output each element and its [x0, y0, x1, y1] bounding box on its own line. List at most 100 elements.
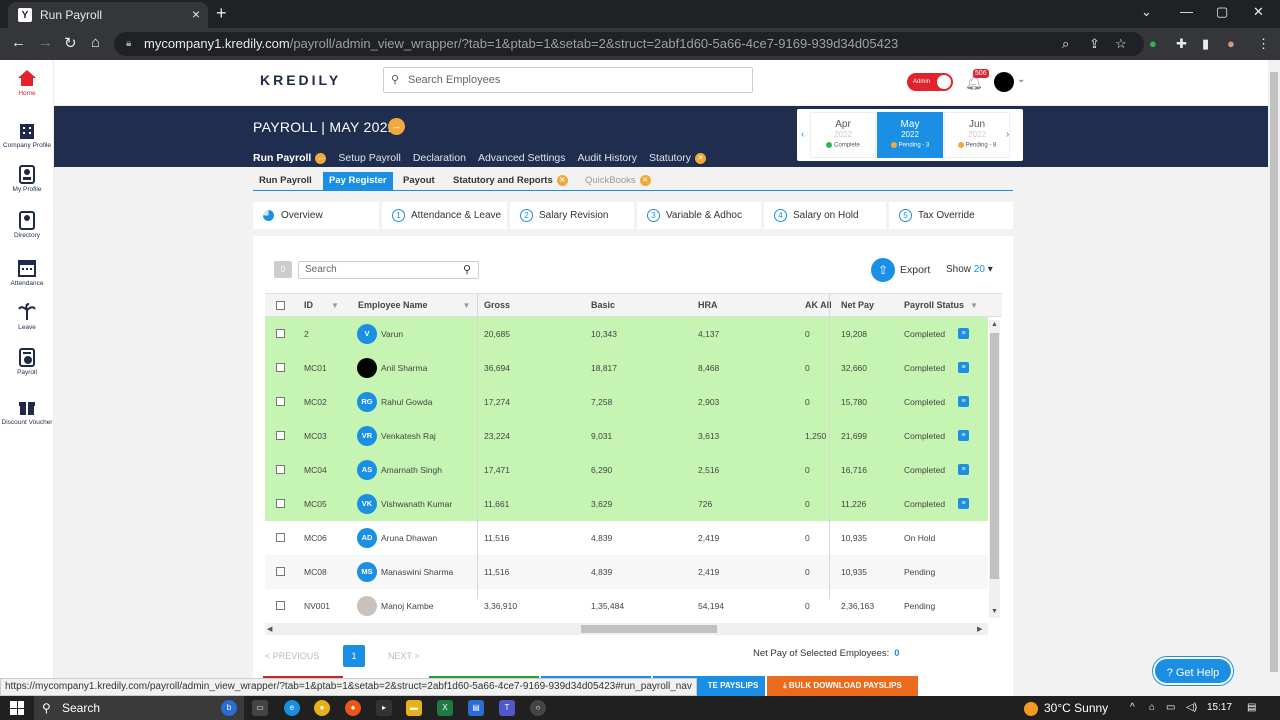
cell-name[interactable]: Amarnath Singh [381, 465, 442, 475]
task-view-icon[interactable]: ▭ [252, 700, 268, 716]
row-checkbox[interactable] [276, 431, 285, 440]
step-salary-on-hold[interactable]: 4 Salary on Hold [764, 202, 886, 229]
export-icon[interactable]: ⇧ [871, 258, 895, 282]
page-size-select[interactable]: Show 20 ▾ [946, 264, 993, 275]
forward-icon[interactable]: → [38, 34, 53, 51]
col-employee-name[interactable]: Employee Name ▼ [358, 294, 470, 318]
table-row[interactable]: NV001 Manoj Kambe 3,36,910 1,35,484 54,1… [265, 589, 988, 623]
close-tab-icon[interactable]: × [191, 6, 200, 22]
browser-tab[interactable]: Y Run Payroll × [8, 2, 208, 28]
file-explorer-icon[interactable]: ▬ [406, 700, 422, 716]
kredily-logo[interactable]: KREDILY [260, 72, 342, 88]
profile-avatar-icon[interactable]: ● [1227, 36, 1235, 51]
payslip-icon[interactable]: ≡ [958, 464, 969, 475]
col-payroll-status[interactable]: Payroll Status ▼ [904, 294, 978, 318]
month-prev-icon[interactable]: ‹ [801, 129, 805, 140]
windows-start-icon[interactable] [10, 701, 24, 715]
page-1-button[interactable]: 1 [343, 645, 365, 667]
col-hra[interactable]: HRA [698, 300, 718, 310]
bell-icon[interactable]: 🔔︎ [965, 74, 983, 90]
network-icon[interactable]: ⌂ [1149, 702, 1156, 713]
maximize-icon[interactable]: ▢ [1216, 4, 1229, 19]
notifications-icon[interactable]: ▤ [1247, 702, 1257, 713]
menu-icon[interactable]: ⋮ [1257, 36, 1270, 51]
cell-name[interactable]: Vishwanath Kumar [381, 499, 453, 509]
sidebar-item-company-profile[interactable]: Company Profile [0, 120, 54, 149]
scroll-down-icon[interactable]: ▼ [991, 608, 998, 615]
row-checkbox[interactable] [276, 465, 285, 474]
table-row[interactable]: MC03 VR Venkatesh Raj 23,224 9,031 3,613… [265, 419, 988, 453]
url-field[interactable]: 🔒︎ mycompany1.kredily.com/payroll/admin_… [114, 32, 1144, 56]
payslip-icon[interactable]: ≡ [958, 498, 969, 509]
volume-icon[interactable]: ◁) [1186, 702, 1198, 713]
sidebar-item-my-profile[interactable]: My Profile [0, 164, 54, 193]
step-attendance-leave[interactable]: 1 Attendance & Leave [382, 202, 507, 229]
sidebar-item-home[interactable]: Home [0, 68, 54, 97]
firefox-icon[interactable]: ● [345, 700, 361, 716]
table-row[interactable]: 2 V Varun 20,685 10,343 4,137 0 19,208 C… [265, 317, 988, 351]
col-ak-allowance[interactable]: AK Allo [805, 300, 831, 310]
sidepanel-icon[interactable]: ▮ [1202, 36, 1210, 51]
search-icon[interactable]: ⚲ [462, 264, 471, 276]
share-icon[interactable]: ⇪ [1089, 36, 1100, 51]
bulk-download-payslips-button[interactable]: ⤓ BULK DOWNLOAD PAYSLIPS [767, 676, 918, 696]
row-checkbox[interactable] [276, 329, 285, 338]
scroll-right-icon[interactable]: ▶ [977, 626, 983, 633]
puzzle-icon[interactable]: ✚ [1176, 36, 1187, 51]
tab-setup-payroll[interactable]: Setup Payroll [338, 152, 401, 164]
sidebar-item-payroll[interactable]: Payroll [0, 347, 54, 376]
cell-name[interactable]: Anil Sharma [381, 363, 428, 373]
table-row[interactable]: MC04 AS Amarnath Singh 17,471 6,290 2,51… [265, 453, 988, 487]
table-row[interactable]: MC06 AD Aruna Dhawan 11,516 4,839 2,419 … [265, 521, 988, 555]
scroll-thumb[interactable] [581, 625, 717, 633]
payslip-icon[interactable]: ≡ [958, 430, 969, 441]
media-icon[interactable]: ▸ [376, 700, 392, 716]
scroll-thumb[interactable] [1270, 72, 1278, 672]
step-salary-revision[interactable]: 2 Salary Revision [510, 202, 634, 229]
row-checkbox[interactable] [276, 567, 285, 576]
chevron-down-icon[interactable]: ⌄ [1017, 74, 1026, 85]
tray-chevron-icon[interactable]: ^ [1130, 702, 1135, 713]
new-tab-icon[interactable]: + [216, 3, 227, 23]
step-tax-override[interactable]: 5 Tax Override [889, 202, 1013, 229]
page-scrollbar[interactable] [1268, 60, 1280, 696]
home-browser-icon[interactable]: ⌂ [91, 34, 101, 51]
table-row[interactable]: MC01 Anil Sharma 36,694 18,817 8,468 0 3… [265, 351, 988, 385]
table-horizontal-scrollbar[interactable]: ◀ ▶ [265, 623, 988, 635]
col-id[interactable]: ID ▼ [304, 294, 339, 318]
next-page-button[interactable]: NEXT > [388, 651, 420, 661]
row-checkbox[interactable] [276, 363, 285, 372]
tab-audit-history[interactable]: Audit History [577, 152, 638, 164]
chrome-icon[interactable]: ● [314, 700, 330, 716]
table-row[interactable]: MC02 RG Rahul Gowda 17,274 7,258 2,903 0… [265, 385, 988, 419]
app-icon[interactable]: ○ [530, 700, 546, 716]
step-variable-adhoc[interactable]: 3 Variable & Adhoc [637, 202, 761, 229]
reload-icon[interactable]: ↻ [64, 35, 77, 52]
employee-search-input[interactable]: ⚲ Search Employees [383, 67, 753, 93]
bing-icon[interactable]: b [221, 700, 237, 716]
extension-icon[interactable]: ● [1149, 36, 1157, 51]
previous-page-button[interactable]: < PREVIOUS [265, 651, 320, 661]
month-may[interactable]: May 2022 Pending - 3 [877, 112, 943, 158]
cell-name[interactable]: Venkatesh Raj [381, 431, 436, 441]
scroll-up-icon[interactable]: ▲ [991, 321, 998, 328]
col-net-pay[interactable]: Net Pay [841, 300, 875, 310]
subtab-quickbooks[interactable]: QuickBooks ✕ [579, 172, 657, 190]
window-close-icon[interactable]: ✕ [1253, 4, 1264, 19]
subtab-payout[interactable]: Payout [403, 175, 435, 186]
export-button[interactable]: Export [900, 264, 931, 276]
weather-widget[interactable]: 30°C Sunny [1024, 696, 1108, 720]
excel-icon[interactable]: X [437, 700, 453, 716]
admin-toggle[interactable]: Admin [907, 73, 953, 91]
row-checkbox[interactable] [276, 601, 285, 610]
sidebar-item-directory[interactable]: Directory [0, 210, 54, 239]
tab-run-payroll[interactable]: Run Payroll ↔ [253, 152, 327, 164]
month-next-icon[interactable]: › [1006, 129, 1010, 140]
teams-icon[interactable]: T [499, 700, 515, 716]
tab-search-icon[interactable]: ⌄ [1141, 4, 1152, 19]
cell-name[interactable]: Aruna Dhawan [381, 533, 438, 543]
col-basic[interactable]: Basic [591, 300, 616, 310]
user-avatar[interactable] [994, 72, 1014, 92]
bookmark-star-icon[interactable]: ☆ [1115, 36, 1127, 51]
back-icon[interactable]: ← [11, 34, 26, 51]
